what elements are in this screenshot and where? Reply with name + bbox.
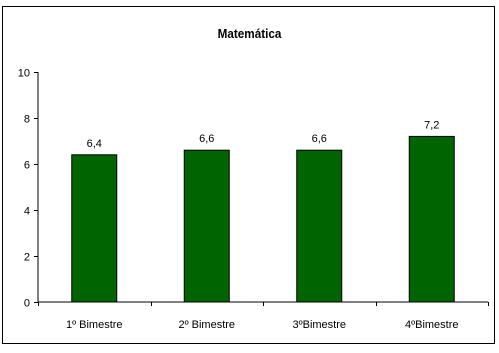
- y-tick-label: 8: [24, 114, 30, 126]
- labels: 6,4 1º Bimestre 6,6 2º Bimestre 6,6 3ºBimestr…: [66, 119, 459, 331]
- x-category-label: 1º Bimestre: [66, 319, 123, 331]
- y-tick-label: 0: [24, 298, 30, 310]
- data-label: 6,4: [87, 138, 102, 150]
- chart-title: Matemática: [217, 26, 282, 41]
- data-label: 6,6: [199, 133, 214, 145]
- data-label: 6,6: [312, 133, 327, 145]
- x-category-label: 3ºBimestre: [292, 319, 346, 331]
- bars: [71, 135, 455, 303]
- bar: [296, 149, 343, 303]
- y-tick-label: 4: [24, 206, 30, 218]
- data-label: 7,2: [424, 119, 439, 131]
- y-tick-label: 2: [24, 252, 30, 264]
- x-category-label: 2º Bimestre: [178, 319, 235, 331]
- bar: [408, 135, 455, 303]
- bar: [71, 154, 118, 303]
- bar: [183, 149, 230, 303]
- y-tick-label: 10: [18, 68, 30, 80]
- y-tick-label: 6: [24, 160, 30, 172]
- x-category-label: 4ºBimestre: [405, 319, 459, 331]
